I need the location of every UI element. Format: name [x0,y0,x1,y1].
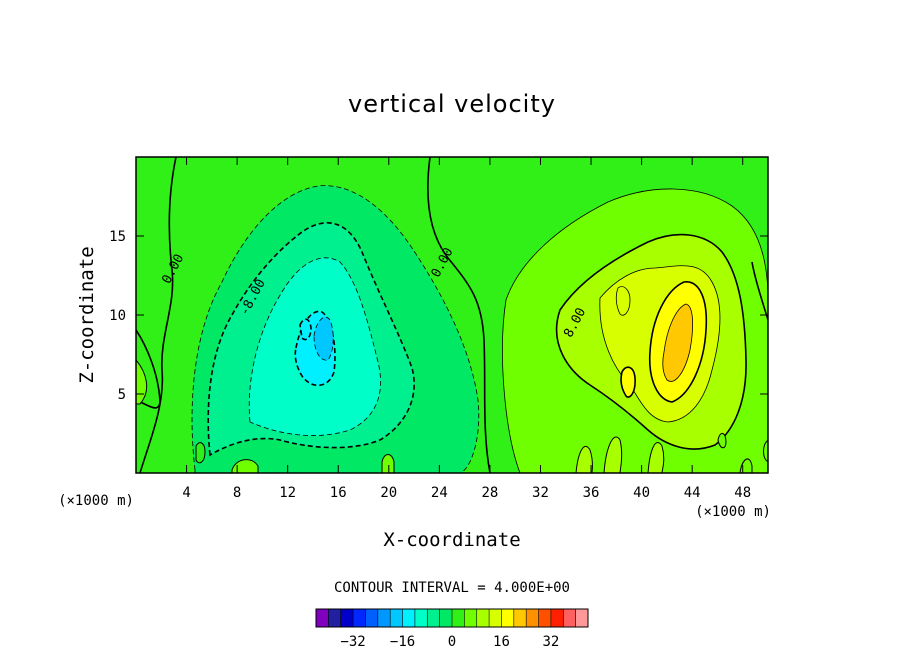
colorbar-swatch [414,609,428,627]
colorbar-swatch [340,609,354,627]
colorbar-swatch [550,609,564,627]
plot-area: 0.00 0.00-8.008.00 4 8 12 16 20 24 28 32 36 40 44 48… [109,156,769,501]
ground-cell-3 [381,454,395,473]
x-tick-label: 36 [583,485,600,501]
colorbar-swatch [513,609,527,627]
chart-title: vertical velocity [348,90,556,118]
colorbar-swatch [575,609,589,627]
x-tick-label: 12 [279,485,296,501]
colorbar-swatch [316,609,329,627]
ground-cell-4 [575,445,593,473]
colorbar-swatch [427,609,440,627]
x-left-unit: (×1000 m) [58,493,134,509]
colorbar-swatch [439,609,453,627]
x-tick-label: 44 [684,485,701,501]
x-tick-label: 24 [431,485,448,501]
contour-fields [136,157,768,473]
y-tick-label: 10 [109,308,126,324]
colorbar-swatch [464,609,478,627]
ground-cell-2 [231,459,259,473]
ground-cell-5 [603,436,623,473]
y-axis-label: Z-coordinate [76,246,98,383]
neg-20-core [313,316,334,361]
x-tick-label: 48 [734,485,751,501]
x-tick-label: 40 [633,485,650,501]
y-tick-label: 15 [109,229,126,245]
x-tick-label: 16 [330,485,347,501]
x-axis-label: X-coordinate [383,529,520,551]
x-tick-label: 32 [532,485,549,501]
x-right-unit: (×1000 m) [695,504,771,520]
colorbar-swatch [402,609,416,627]
colorbar-swatch [328,609,342,627]
pos-12-blob [615,286,631,316]
pos-16-blob [620,366,636,398]
colorbar-swatch [377,609,391,627]
colorbar-swatch [476,609,490,627]
x-tick-label: 8 [233,485,241,501]
colorbar-tick-label: 0 [448,634,456,650]
x-tick-label: 4 [182,485,190,501]
colorbar-tick-label: −32 [340,634,365,650]
colorbar-tick-label: −16 [390,634,415,650]
zero-contour-low-left [136,329,161,409]
neg-16-blob [299,318,312,341]
ground-cell-1 [195,442,206,464]
colorbar-tick-label: 32 [542,634,559,650]
colorbar-swatch [390,609,403,627]
left-edge-cell [136,359,148,405]
colorbar-swatch [501,609,515,627]
colorbar-swatch [526,609,539,627]
colorbar-swatch [563,609,576,627]
colorbar-swatch [353,609,366,627]
pos-20-region [662,303,694,382]
ground-cell-7 [717,433,727,449]
contour-interval-text: CONTOUR INTERVAL = 4.000E+00 [334,580,570,596]
ground-cell-6 [647,441,665,473]
zero-contour-left [139,157,177,473]
colorbar-tick-label: 16 [493,634,510,650]
colorbar-swatch [538,609,552,627]
colorbar-swatch [365,609,379,627]
x-tick-label: 28 [481,485,498,501]
x-tick-label: 20 [380,485,397,501]
colorbar-swatch [489,609,502,627]
y-tick-label: 5 [118,387,126,403]
colorbar: −32 −16 0 16 32 [315,608,589,650]
zero-contour-center [427,157,491,473]
colorbar-swatch [452,609,465,627]
